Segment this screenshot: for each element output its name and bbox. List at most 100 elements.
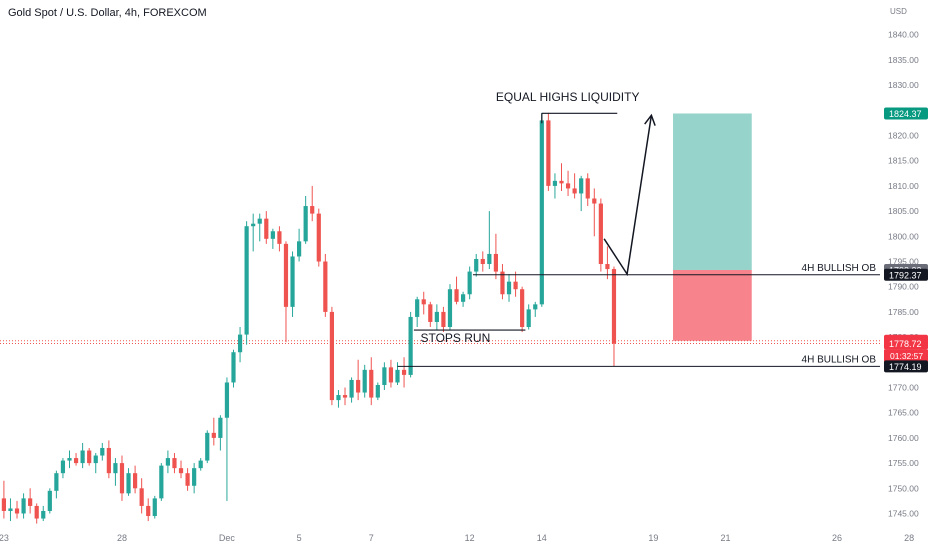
candle-body <box>211 432 216 438</box>
candle <box>605 246 610 280</box>
candle-body <box>93 455 98 464</box>
candle-body <box>369 369 374 398</box>
candle <box>579 175 584 212</box>
candle-body <box>28 498 33 506</box>
price-tag-bg <box>884 360 928 373</box>
candle-body <box>434 311 439 322</box>
candle-body <box>395 369 400 383</box>
x-tick-label: 26 <box>832 533 842 543</box>
candle-body <box>375 384 380 398</box>
candle-body <box>310 206 315 214</box>
candle <box>93 453 98 474</box>
candle-body <box>408 316 413 375</box>
candle-body <box>388 367 394 383</box>
candle-body <box>356 379 361 393</box>
x-tick-label: 23 <box>0 533 9 543</box>
candle <box>106 440 111 479</box>
candle-body <box>218 417 223 438</box>
candle-body <box>454 289 459 302</box>
candle <box>244 221 249 345</box>
candle <box>480 251 485 272</box>
candle-body <box>119 463 125 494</box>
candle-body <box>297 241 302 257</box>
candle-body <box>224 382 230 418</box>
candle-body <box>539 120 544 305</box>
candle-body <box>467 271 472 295</box>
candle-body <box>329 311 334 401</box>
candle-body <box>520 289 525 328</box>
y-tick-label: 1810.00 <box>888 181 919 191</box>
candle-body <box>277 231 282 244</box>
candle-body <box>244 226 249 335</box>
candle-body <box>533 304 538 310</box>
candle-body <box>441 311 446 328</box>
y-tick-label: 1755.00 <box>888 458 919 468</box>
candle-body <box>480 258 485 265</box>
candle <box>8 498 13 522</box>
candle <box>441 306 446 333</box>
candle-body <box>559 180 564 184</box>
candle-body <box>113 463 118 474</box>
currency-label: USD <box>890 7 907 16</box>
candle <box>395 362 400 385</box>
chart-title: Gold Spot / U.S. Dollar, 4h, FOREXCOM <box>8 7 207 19</box>
candle <box>73 453 79 466</box>
candle-body <box>152 498 157 517</box>
candle <box>283 241 289 343</box>
candle <box>198 458 203 471</box>
y-tick-label: 1805.00 <box>888 206 919 216</box>
candle <box>467 266 472 300</box>
price-tag-label: 1824.37 <box>889 109 922 119</box>
candle <box>375 382 380 401</box>
candle-body <box>421 299 426 305</box>
candle <box>401 357 407 388</box>
candle <box>54 470 59 499</box>
y-tick-label: 1760.00 <box>888 433 919 443</box>
candle <box>336 390 341 408</box>
candle-body <box>592 198 597 204</box>
candle-body <box>585 178 590 199</box>
candle-body <box>474 258 479 272</box>
candle-body <box>382 367 387 385</box>
candle-body <box>526 309 531 328</box>
candle <box>14 500 20 519</box>
candle <box>388 359 394 388</box>
candle <box>270 228 275 249</box>
price-tag-label: 1774.19 <box>889 362 922 372</box>
candle <box>408 311 413 378</box>
candle-body <box>139 488 144 506</box>
y-tick-label: 1745.00 <box>888 509 919 519</box>
candle-body <box>362 369 367 393</box>
ob-label-1: 4H BULLISH OB <box>802 354 877 365</box>
candle <box>592 188 597 237</box>
candle-body <box>73 458 79 464</box>
candle <box>80 442 85 469</box>
candle <box>572 173 577 199</box>
candle <box>237 327 243 363</box>
y-tick-label: 1770.00 <box>888 383 919 393</box>
candle <box>585 173 590 207</box>
candle <box>185 468 190 491</box>
candle-body <box>146 505 151 517</box>
candle-body <box>572 188 577 194</box>
candle-body <box>172 458 177 469</box>
candle <box>434 304 439 330</box>
candle-body <box>303 206 308 242</box>
x-tick-label: 28 <box>904 533 914 543</box>
x-tick-label: 5 <box>297 533 302 543</box>
price-tag-bg <box>884 337 928 350</box>
candle-body <box>283 243 289 307</box>
annotation-text-0: EQUAL HIGHS LIQUIDITY <box>496 90 640 104</box>
candle-body <box>21 498 26 514</box>
candle <box>546 112 551 191</box>
candle-body <box>100 447 105 456</box>
candle-body <box>487 253 492 265</box>
candle <box>251 213 256 252</box>
price-tag-label: 1778.72 <box>889 339 922 349</box>
ob-label-0: 4H BULLISH OB <box>802 263 877 274</box>
candle-body <box>133 473 138 489</box>
candle-body <box>106 447 111 474</box>
candle <box>513 271 518 297</box>
candle <box>421 291 426 315</box>
